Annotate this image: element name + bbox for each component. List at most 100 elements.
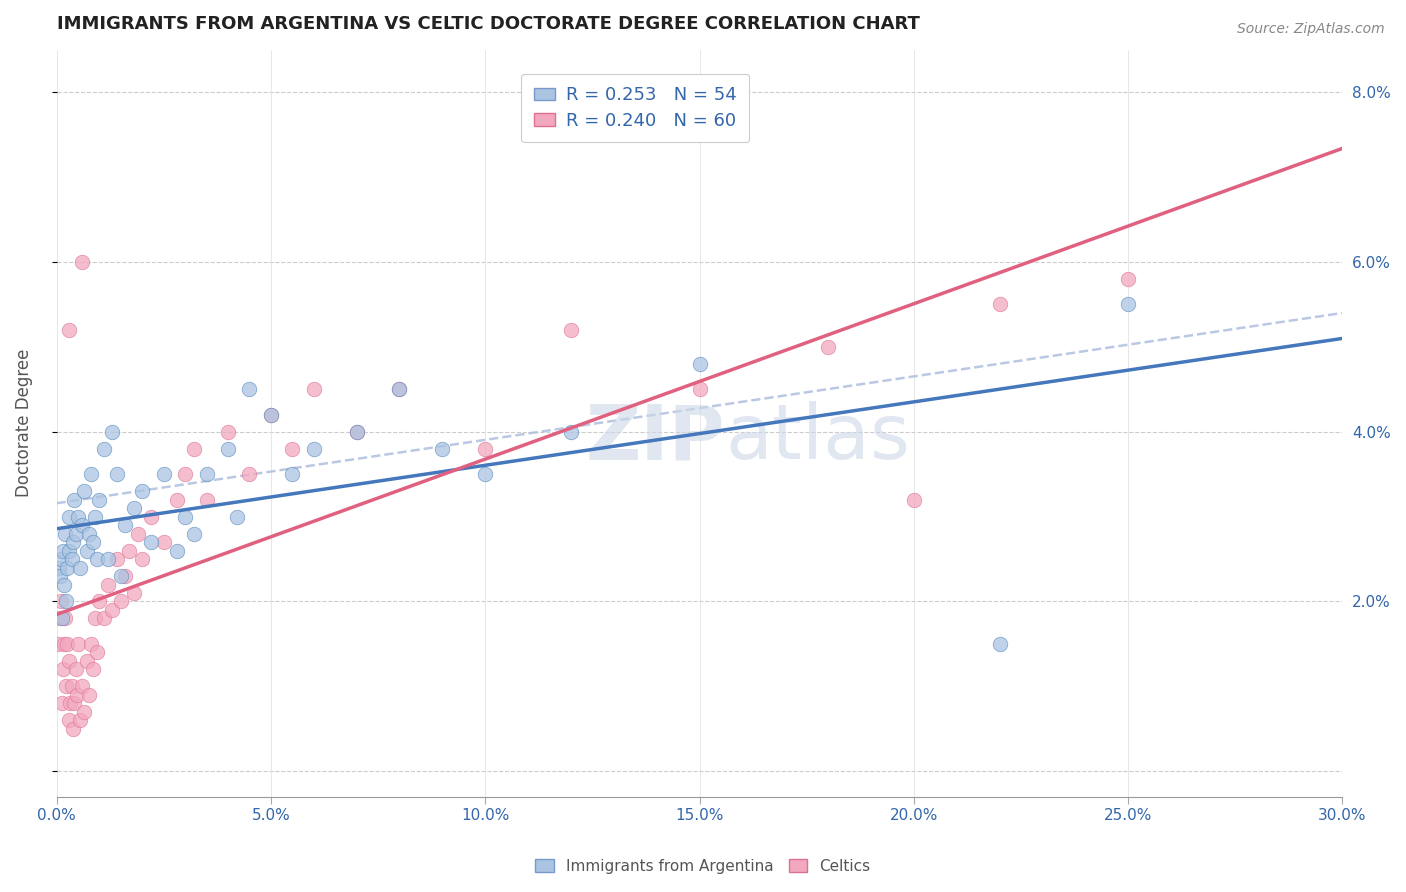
Point [183,442,205,456]
Point [62,492,84,507]
Point [76,543,98,558]
Point [281,467,304,482]
Point [388,382,411,396]
Point [93,442,115,456]
Point [183,526,205,541]
Point [118,543,141,558]
Point [152,535,174,549]
Point [69,560,91,574]
Point [58,714,80,728]
Point [80,637,103,651]
Point [89,492,111,507]
Point [86,552,108,566]
Point [48,560,70,574]
Point [689,357,711,371]
Point [238,467,260,482]
Point [260,408,283,422]
Text: Source: ZipAtlas.com: Source: ZipAtlas.com [1237,22,1385,37]
Text: ZIP: ZIP [586,401,725,475]
Point [52,662,75,676]
Point [49,552,72,566]
Point [53,526,76,541]
Point [65,526,87,541]
Point [101,603,124,617]
Point [101,425,124,439]
Point [217,442,239,456]
Point [51,696,73,710]
Point [988,297,1011,311]
Point [260,408,283,422]
Point [62,722,84,736]
Point [76,654,98,668]
Point [59,696,82,710]
Point [903,492,925,507]
Point [53,637,76,651]
Point [60,679,83,693]
Point [56,637,79,651]
Point [131,484,153,499]
Point [174,467,197,482]
Point [84,611,107,625]
Text: atlas: atlas [725,401,910,475]
Point [122,501,145,516]
Point [53,611,76,625]
Point [127,526,149,541]
Point [89,594,111,608]
Point [55,679,77,693]
Point [195,467,218,482]
Point [77,526,100,541]
Point [122,586,145,600]
Point [174,509,197,524]
Point [48,611,70,625]
Point [105,467,128,482]
Point [166,543,188,558]
Point [51,611,73,625]
Point [114,569,136,583]
Point [1116,272,1139,286]
Point [62,535,84,549]
Point [388,382,411,396]
Point [62,696,84,710]
Point [72,255,94,269]
Point [817,340,839,354]
Point [166,492,188,507]
Point [58,323,80,337]
Point [474,467,496,482]
Point [72,679,94,693]
Point [988,637,1011,651]
Point [58,654,80,668]
Point [77,688,100,702]
Point [97,552,120,566]
Point [474,442,496,456]
Point [60,552,83,566]
Point [105,552,128,566]
Point [560,425,582,439]
Legend: Immigrants from Argentina, Celtics: Immigrants from Argentina, Celtics [529,853,877,880]
Point [346,425,368,439]
Point [238,382,260,396]
Text: IMMIGRANTS FROM ARGENTINA VS CELTIC DOCTORATE DEGREE CORRELATION CHART: IMMIGRANTS FROM ARGENTINA VS CELTIC DOCT… [56,15,920,33]
Point [86,645,108,659]
Point [302,442,325,456]
Point [225,509,247,524]
Point [66,688,89,702]
Point [1116,297,1139,311]
Point [49,569,72,583]
Point [110,569,132,583]
Point [110,594,132,608]
Point [56,560,79,574]
Point [49,594,72,608]
Point [67,509,90,524]
Point [73,705,96,719]
Legend: R = 0.253   N = 54, R = 0.240   N = 60: R = 0.253 N = 54, R = 0.240 N = 60 [522,74,749,143]
Point [58,543,80,558]
Point [217,425,239,439]
Point [53,577,76,591]
Point [139,535,162,549]
Point [55,594,77,608]
Point [73,484,96,499]
Point [46,637,69,651]
Point [432,442,454,456]
Point [93,611,115,625]
Point [97,577,120,591]
